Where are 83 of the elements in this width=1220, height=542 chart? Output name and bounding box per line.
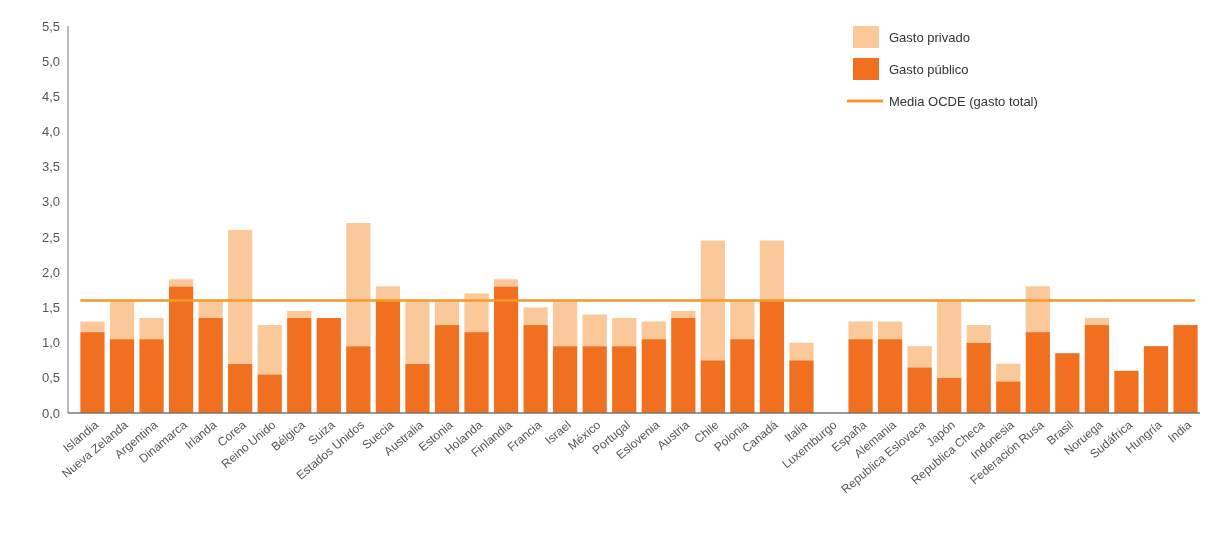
bar [316, 318, 341, 413]
y-tick-label: 0,0 [41, 405, 60, 421]
legend-label: Gasto privado [889, 29, 970, 45]
bar [907, 367, 932, 413]
bar [1025, 286, 1050, 333]
bar [168, 286, 194, 413]
bar [493, 279, 519, 287]
bar [641, 321, 666, 340]
y-tick-label: 4,0 [41, 124, 60, 140]
bar [641, 339, 666, 413]
bar [109, 339, 135, 413]
y-tick-label: 5,5 [41, 18, 60, 34]
bar [198, 318, 223, 413]
bar [612, 346, 637, 413]
bar [1114, 370, 1139, 413]
bar [759, 300, 785, 413]
bar [759, 240, 785, 301]
y-tick-label: 5,0 [41, 53, 60, 69]
bar [1084, 318, 1110, 326]
bar [287, 318, 312, 413]
bar [877, 339, 903, 413]
bar [1025, 332, 1050, 413]
legend-label: Media OCDE (gasto total) [889, 93, 1038, 109]
bar [375, 300, 401, 413]
y-tick-label: 0,5 [41, 370, 60, 386]
bar [405, 363, 430, 413]
y-tick-label: 3,0 [41, 194, 60, 210]
bar [907, 346, 932, 368]
bar [80, 332, 105, 413]
bar [287, 310, 312, 319]
bar [671, 318, 696, 413]
bar [109, 300, 135, 340]
bar [730, 339, 755, 413]
bar [139, 339, 164, 413]
bar [937, 377, 962, 413]
bar [257, 325, 282, 375]
bar [582, 314, 607, 347]
bar [346, 346, 371, 413]
bar [996, 363, 1021, 382]
bar [612, 318, 637, 347]
bar [228, 230, 253, 364]
bar [434, 325, 460, 413]
bar [966, 342, 991, 413]
y-tick-label: 3,5 [41, 159, 60, 175]
bar [966, 325, 991, 343]
bar [789, 360, 814, 413]
bar [848, 321, 873, 340]
bar [523, 307, 548, 326]
bar [937, 300, 962, 378]
bar [523, 325, 548, 413]
bar [228, 363, 253, 413]
y-tick-label: 1,0 [41, 335, 60, 351]
bar [582, 346, 607, 413]
bar [553, 346, 578, 413]
bar [671, 310, 696, 319]
bar [700, 360, 725, 413]
legend-label: Gasto público [889, 61, 969, 77]
bar [1055, 353, 1080, 413]
bar [493, 286, 519, 413]
bar [1173, 325, 1198, 413]
bar [168, 279, 194, 287]
bar [80, 321, 105, 333]
bar [789, 342, 814, 361]
y-tick-label: 1,5 [41, 300, 60, 315]
bar [464, 332, 489, 413]
bar [1084, 325, 1110, 413]
x-tick-label: India [1165, 417, 1195, 446]
bar [1143, 346, 1169, 413]
bar [346, 223, 371, 347]
y-tick-label: 2,5 [41, 229, 60, 245]
bar [996, 381, 1021, 413]
bar [464, 293, 489, 333]
bar [848, 339, 873, 413]
bar [700, 240, 725, 361]
bar [405, 300, 430, 364]
y-tick-label: 2,0 [41, 264, 60, 280]
bar [139, 318, 164, 340]
bar [434, 300, 460, 326]
bar [730, 300, 755, 340]
y-tick-label: 4,5 [41, 88, 60, 104]
bar [257, 374, 282, 413]
bar [877, 321, 903, 340]
bar [553, 300, 578, 347]
